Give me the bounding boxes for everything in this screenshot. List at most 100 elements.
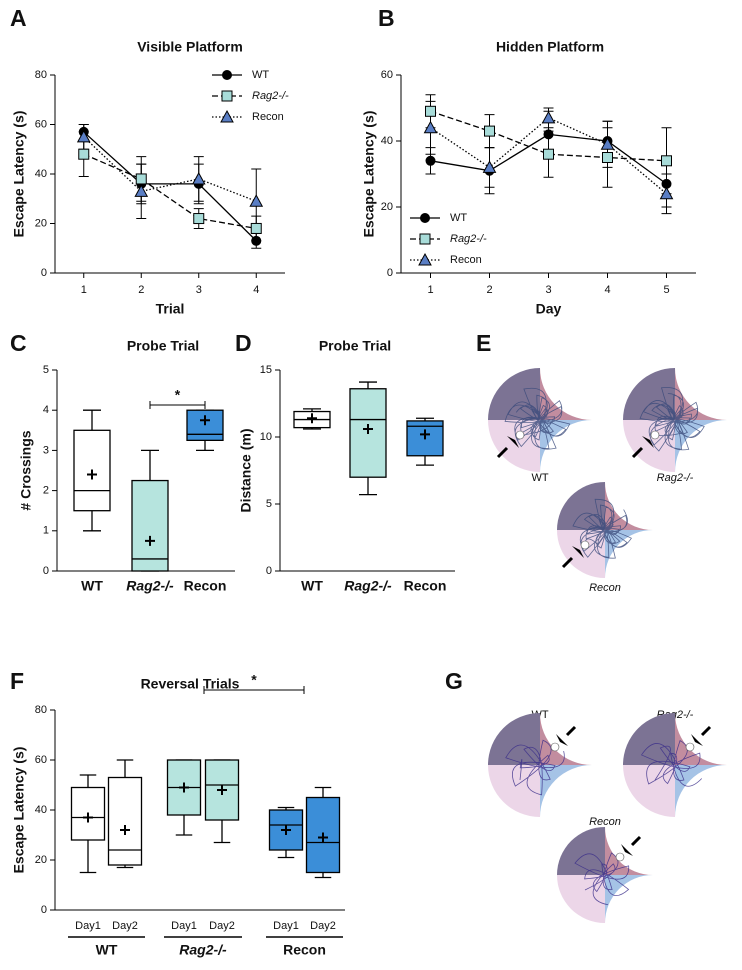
pool-quadrant <box>488 420 540 472</box>
pool-quadrant <box>623 420 675 472</box>
pool-quadrant <box>540 368 592 420</box>
panel-letter: E <box>476 330 491 356</box>
pool-label: Rag2-/- <box>657 472 694 484</box>
legend-marker <box>220 109 234 123</box>
y-tick-label: 1 <box>43 525 49 537</box>
platform <box>580 540 590 550</box>
arrow-head <box>507 436 519 448</box>
pool-label: WT <box>531 472 548 484</box>
marker <box>191 171 206 185</box>
x-tick-label: WT <box>81 578 103 594</box>
x-tick-label: Day2 <box>209 920 235 932</box>
legend-marker <box>420 213 430 223</box>
swim-track <box>505 739 565 796</box>
swim-track <box>640 739 703 787</box>
y-tick-label: 40 <box>35 168 47 180</box>
pool-quadrant <box>675 713 727 765</box>
marker <box>600 137 615 150</box>
marker <box>76 129 91 143</box>
pool-label: Recon <box>589 816 621 828</box>
marker <box>543 148 554 160</box>
pool-quadrant <box>605 482 653 530</box>
swim-track <box>639 387 705 452</box>
legend-marker <box>418 252 432 266</box>
pool-quadrant <box>557 482 605 530</box>
arrow <box>565 725 577 737</box>
marker <box>251 235 262 246</box>
y-tick-label: 80 <box>35 704 47 716</box>
pool-quadrant <box>675 420 727 472</box>
pool-quadrant <box>488 713 540 765</box>
arrow <box>561 556 574 569</box>
x-tick-label: 3 <box>545 284 551 296</box>
pool-quadrant <box>557 875 605 923</box>
arrow-head <box>642 436 654 448</box>
panel-letter: G <box>445 668 463 694</box>
y-axis-title: Escape Latency (s) <box>11 747 27 874</box>
y-axis-title: Escape Latency (s) <box>11 111 27 238</box>
y-tick-label: 60 <box>35 118 47 130</box>
pool-quadrant <box>557 827 605 875</box>
marker <box>78 148 90 160</box>
pool-quadrant <box>540 420 592 472</box>
mean-marker <box>281 825 291 835</box>
mean-marker <box>83 812 93 823</box>
y-tick-label: 10 <box>260 431 272 443</box>
arrow <box>700 725 712 737</box>
significance-bracket <box>203 686 305 694</box>
y-tick-label: 0 <box>41 267 47 279</box>
y-tick-label: 60 <box>35 754 47 766</box>
marker <box>423 120 438 134</box>
box <box>186 409 224 442</box>
marker <box>249 194 264 207</box>
x-tick-label: Recon <box>184 578 227 594</box>
arrow-head <box>691 734 703 746</box>
platform <box>650 430 660 440</box>
arrow-head <box>556 734 568 746</box>
arrow <box>631 446 644 459</box>
legend-marker <box>222 70 232 80</box>
series-line <box>83 131 257 242</box>
arrow <box>496 446 509 459</box>
legend-label: Rag2-/- <box>252 90 289 102</box>
y-tick-label: 60 <box>381 69 393 81</box>
series-line <box>83 153 257 230</box>
marker <box>425 155 436 166</box>
x-tick-label: WT <box>301 578 323 594</box>
y-tick-label: 0 <box>43 565 49 577</box>
panel-letter: C <box>10 330 27 356</box>
marker <box>659 186 674 200</box>
group-label: WT <box>96 942 118 958</box>
legend-marker <box>221 90 233 102</box>
pool-quadrant <box>675 368 727 420</box>
x-tick-label: Recon <box>404 578 447 594</box>
mean-marker <box>420 429 430 440</box>
y-tick-label: 0 <box>41 904 47 916</box>
legend-marker <box>419 233 431 245</box>
y-tick-label: 5 <box>266 498 272 510</box>
panel-letter: F <box>10 668 24 694</box>
mean-marker <box>200 415 210 426</box>
arrow-head <box>621 844 633 856</box>
x-tick-label: 4 <box>253 284 259 296</box>
marker <box>134 184 149 197</box>
platform <box>550 742 560 752</box>
marker <box>135 173 147 185</box>
x-tick-label: 1 <box>427 284 433 296</box>
y-tick-label: 4 <box>43 404 49 416</box>
legend-label: WT <box>450 212 467 224</box>
chart-title: Probe Trial <box>319 338 391 354</box>
arrow <box>630 835 642 847</box>
x-tick-label: 3 <box>196 284 202 296</box>
marker <box>661 178 672 189</box>
x-tick-label: 4 <box>604 284 610 296</box>
legend-label: Rag2-/- <box>450 233 487 245</box>
legend-label: Recon <box>252 111 284 123</box>
significance-label: * <box>175 387 181 403</box>
x-tick-label: Rag2-/- <box>126 578 174 594</box>
marker <box>250 222 262 234</box>
marker <box>484 125 495 137</box>
pool-label: Recon <box>589 582 621 594</box>
chart-title: Probe Trial <box>127 338 199 354</box>
